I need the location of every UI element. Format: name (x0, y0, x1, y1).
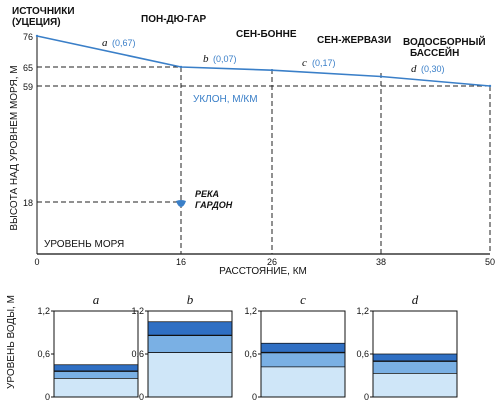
water-band-1 (373, 361, 457, 374)
profile-point-2 (270, 68, 274, 72)
water-band-0 (373, 373, 457, 397)
y-tick-18: 18 (23, 198, 33, 208)
water-y-axis-label: УРОВЕНЬ ВОДЫ, М (6, 295, 17, 389)
slope-label: УКЛОН, М/КМ (193, 94, 258, 105)
river-label-1: РЕКА (195, 189, 219, 199)
place-basin-2: БАССЕЙН (410, 46, 459, 59)
water-band-1 (148, 335, 232, 353)
x-tick-16: 16 (176, 257, 186, 267)
segment-d-letter: d (411, 63, 417, 75)
water-tick-label: 0,6 (244, 349, 257, 359)
water-tick-label: 0,6 (37, 349, 50, 359)
x-axis-label: РАССТОЯНИЕ, КМ (219, 266, 307, 277)
water-band-1 (261, 352, 345, 367)
water-tick-label: 0,6 (356, 349, 369, 359)
water-band-2 (148, 321, 232, 336)
water-tick-label: 1,2 (131, 306, 144, 316)
water-level-chart: УРОВЕНЬ ВОДЫ, М a 0 0,6 1,2 b 0 0,6 1,2 c 0 0,6 1,2… (6, 292, 458, 402)
water-tick-label: 1,2 (37, 306, 50, 316)
segment-a-value: (0,67) (112, 38, 136, 48)
place-saint-bonnet: СЕН-БОННЕ (236, 29, 297, 40)
place-basin-1: ВОДОСБОРНЫЙ (403, 35, 486, 48)
water-band-2 (54, 364, 138, 372)
water-tick-label: 0,6 (131, 349, 144, 359)
profile-point-4 (488, 84, 492, 88)
place-source-1: ИСТОЧНИКИ (12, 6, 75, 17)
water-band-2 (261, 343, 345, 353)
sea-level-label: УРОВЕНЬ МОРЯ (44, 239, 124, 250)
place-saint-gervasy: СЕН-ЖЕРВАЗИ (317, 35, 391, 46)
segment-c-value: (0,17) (312, 58, 336, 68)
water-panel-letter: b (187, 292, 194, 307)
water-band-0 (148, 352, 232, 397)
profile-point-1 (179, 65, 183, 69)
segment-a-letter: a (102, 37, 108, 49)
water-tick-label: 0 (45, 392, 50, 402)
water-band-1 (54, 371, 138, 379)
profile-point-3 (379, 75, 383, 78)
segment-b-letter: b (203, 53, 209, 65)
water-tick-label: 0 (139, 392, 144, 402)
water-panel-letter: c (300, 292, 306, 307)
x-tick-50: 50 (485, 257, 495, 267)
y-tick-65: 65 (23, 63, 33, 73)
water-tick-label: 1,2 (244, 306, 257, 316)
water-panel-c: c 0 0,6 1,2 (244, 292, 346, 402)
x-tick-0: 0 (34, 257, 39, 267)
water-panel-d: d 0 0,6 1,2 (356, 292, 458, 402)
profile-chart: ВЫСОТА НАД УРОВНЕМ МОРЯ, М 76 65 59 18 0… (9, 6, 495, 277)
water-panel-letter: a (93, 292, 100, 307)
x-tick-26: 26 (267, 257, 277, 267)
y-axis-label: ВЫСОТА НАД УРОВНЕМ МОРЯ, М (9, 65, 20, 230)
water-tick-label: 0 (364, 392, 369, 402)
water-band-0 (261, 366, 345, 397)
river-marker-icon (176, 200, 186, 207)
water-panel-letter: d (412, 292, 419, 307)
segment-c-letter: c (302, 57, 307, 69)
segment-b-value: (0,07) (213, 54, 237, 64)
water-tick-label: 0 (252, 392, 257, 402)
place-source-2: (УЦЕЦИЯ) (12, 17, 61, 28)
water-tick-label: 1,2 (356, 306, 369, 316)
water-panel-a: a 0 0,6 1,2 (37, 292, 139, 402)
y-tick-76: 76 (23, 32, 33, 42)
place-pont-du-gard: ПОН-ДЮ-ГАР (141, 14, 207, 25)
water-panel-b: b 0 0,6 1,2 (131, 292, 233, 402)
segment-d-value: (0,30) (421, 64, 445, 74)
water-band-0 (54, 378, 138, 397)
y-tick-59: 59 (23, 82, 33, 92)
river-label-2: ГАРДОН (195, 200, 233, 210)
profile-point-0 (35, 34, 39, 38)
water-band-2 (373, 354, 457, 362)
x-tick-38: 38 (376, 257, 386, 267)
